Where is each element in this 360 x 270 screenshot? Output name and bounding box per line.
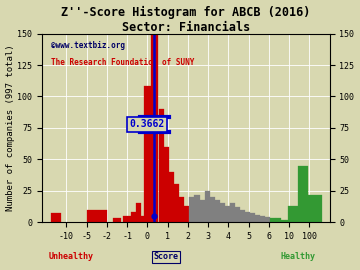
Bar xyxy=(144,86,151,222)
Bar xyxy=(265,217,270,222)
Text: Healthy: Healthy xyxy=(280,252,316,261)
Bar xyxy=(286,220,291,222)
Bar xyxy=(288,206,298,222)
Bar xyxy=(230,203,235,222)
Bar xyxy=(255,215,260,222)
Y-axis label: Number of companies (997 total): Number of companies (997 total) xyxy=(5,45,14,211)
Bar xyxy=(305,194,321,222)
Text: Score: Score xyxy=(153,252,178,261)
Bar xyxy=(174,184,179,222)
Bar xyxy=(169,172,174,222)
Bar xyxy=(215,200,220,222)
Bar xyxy=(164,147,169,222)
Bar xyxy=(184,206,189,222)
Bar xyxy=(179,197,184,222)
Bar xyxy=(260,216,265,222)
Bar xyxy=(220,203,225,222)
Bar xyxy=(113,218,121,222)
Bar xyxy=(140,216,145,222)
Bar xyxy=(51,213,61,222)
Bar xyxy=(131,212,136,222)
Bar xyxy=(275,218,280,222)
Bar xyxy=(87,210,107,222)
Bar xyxy=(245,212,250,222)
Bar xyxy=(270,218,275,222)
Text: The Research Foundation of SUNY: The Research Foundation of SUNY xyxy=(51,58,194,67)
Bar xyxy=(199,200,204,222)
Bar xyxy=(240,210,245,222)
Bar xyxy=(151,34,158,222)
Bar xyxy=(210,197,215,222)
Title: Z''-Score Histogram for ABCB (2016)
Sector: Financials: Z''-Score Histogram for ABCB (2016) Sect… xyxy=(61,6,311,34)
Bar xyxy=(225,206,230,222)
Bar xyxy=(250,213,255,222)
Bar xyxy=(280,220,286,222)
Bar xyxy=(123,216,131,222)
Bar xyxy=(159,109,164,222)
Bar xyxy=(194,194,199,222)
Bar xyxy=(235,207,240,222)
Text: 0.3662: 0.3662 xyxy=(130,119,165,129)
Bar xyxy=(136,203,141,222)
Bar xyxy=(204,191,210,222)
Text: Unhealthy: Unhealthy xyxy=(48,252,93,261)
Bar xyxy=(189,197,194,222)
Text: ©www.textbiz.org: ©www.textbiz.org xyxy=(51,41,125,50)
Bar xyxy=(298,166,309,222)
